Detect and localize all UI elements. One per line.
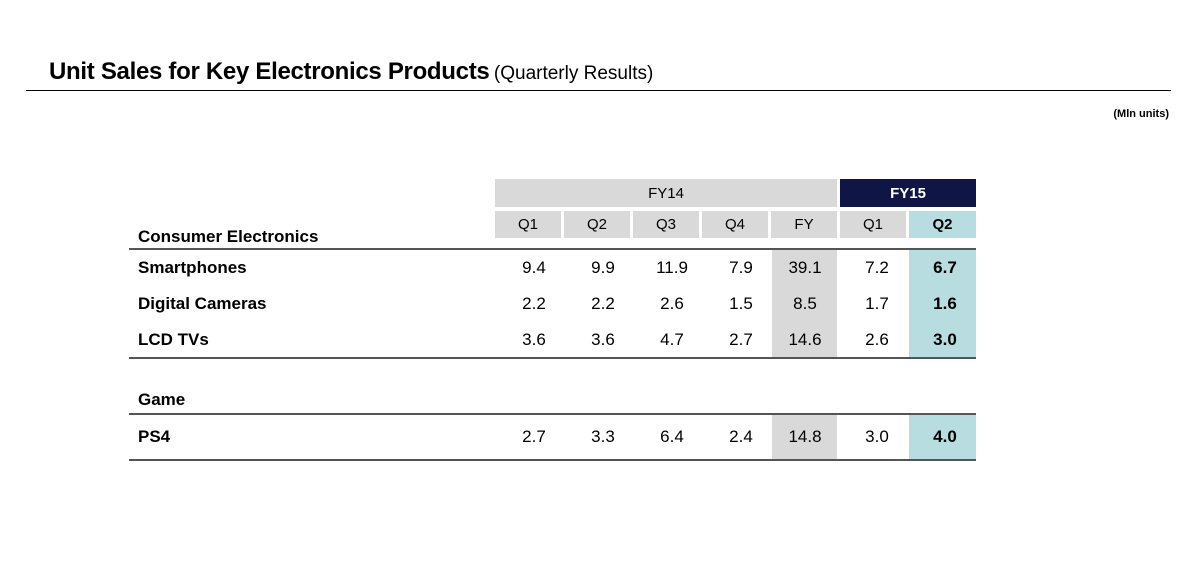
table-cell-highlight: 4.0 <box>933 427 957 446</box>
table-cell: 1.7 <box>865 294 889 313</box>
table-cell: 2.2 <box>591 294 615 313</box>
page-title: Unit Sales for Key Electronics Products … <box>49 58 653 86</box>
col-header-fy15-q2: Q2 <box>909 211 976 238</box>
table-cell: 7.9 <box>729 258 753 277</box>
table-cell: 14.6 <box>788 330 822 349</box>
fy14-header: FY14 <box>495 179 837 207</box>
table-row: Smartphones 9.4 9.9 11.9 7.9 39.1 7.2 6.… <box>0 250 1200 286</box>
col-header-fy15-q1: Q1 <box>840 211 906 238</box>
table-cell: 4.7 <box>660 330 684 349</box>
table-cell: 14.8 <box>788 427 822 446</box>
fy-column-shade-game <box>772 415 837 460</box>
col-header-fy14-q1: Q1 <box>495 211 561 238</box>
section-title-consumer-electronics: Consumer Electronics <box>138 227 319 246</box>
col-header-fy14-q4: Q4 <box>702 211 768 238</box>
table-cell: 9.9 <box>591 258 615 277</box>
table-cell-highlight: 6.7 <box>933 258 957 277</box>
unit-note: (Mln units) <box>1113 108 1169 120</box>
table-cell-highlight: 3.0 <box>933 330 957 349</box>
col-header-fy14-fy: FY <box>771 211 837 238</box>
title-sub: (Quarterly Results) <box>493 63 654 84</box>
table-cell: 11.9 <box>656 258 688 277</box>
row-label: Digital Cameras <box>138 294 267 313</box>
table-row: Digital Cameras 2.2 2.2 2.6 1.5 8.5 1.7 … <box>0 286 1200 322</box>
table-cell: 2.6 <box>865 330 889 349</box>
title-main: Unit Sales for Key Electronics Products <box>49 58 490 85</box>
table-cell: 2.2 <box>522 294 546 313</box>
table-row: PS4 2.7 3.3 6.4 2.4 14.8 3.0 4.0 <box>0 419 1200 455</box>
section-rule-top <box>129 248 976 250</box>
table-row: LCD TVs 3.6 3.6 4.7 2.7 14.6 2.6 3.0 <box>0 322 1200 358</box>
table-cell: 39.1 <box>788 258 822 277</box>
q2-column-shade-game <box>909 415 976 460</box>
q2-column-shade-ce <box>909 250 976 358</box>
table-cell: 1.5 <box>729 294 753 313</box>
table-cell: 2.6 <box>660 294 684 313</box>
title-rule <box>26 90 1171 91</box>
section-title-game: Game <box>138 390 186 409</box>
fy15-header: FY15 <box>840 179 976 207</box>
table-cell: 3.3 <box>591 427 615 446</box>
table-cell: 9.4 <box>522 258 546 277</box>
table-cell: 6.4 <box>660 427 684 446</box>
section-rule-top <box>129 413 976 415</box>
table-cell: 7.2 <box>865 258 889 277</box>
table-cell: 3.0 <box>865 427 889 446</box>
table-cell: 3.6 <box>522 330 546 349</box>
table-cell: 2.7 <box>729 330 753 349</box>
col-header-fy14-q2: Q2 <box>564 211 630 238</box>
table-cell-highlight: 1.6 <box>933 294 957 313</box>
row-label: LCD TVs <box>138 330 209 349</box>
fy-column-shade-ce <box>772 250 837 358</box>
row-label: Smartphones <box>138 258 247 277</box>
section-rule-bottom <box>129 357 976 359</box>
row-label: PS4 <box>138 427 171 446</box>
section-rule-bottom <box>129 459 976 461</box>
table-cell: 2.7 <box>522 427 546 446</box>
table-cell: 3.6 <box>591 330 615 349</box>
col-header-fy14-q3: Q3 <box>633 211 699 238</box>
table-cell: 2.4 <box>729 427 753 446</box>
table-cell: 8.5 <box>793 294 817 313</box>
